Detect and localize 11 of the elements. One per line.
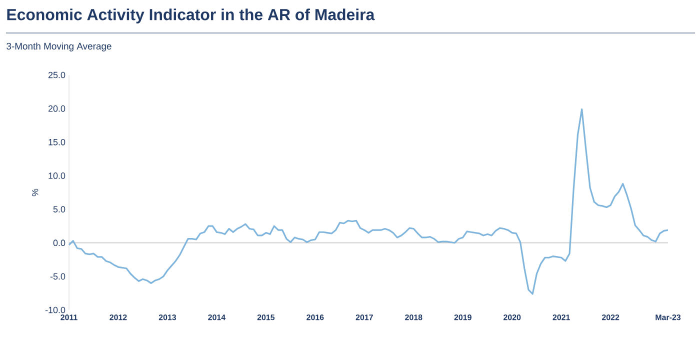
y-tick-label: 5.0 <box>53 206 66 212</box>
y-tick-label: 0.0 <box>53 240 66 246</box>
y-tick-label: 15.0 <box>48 138 66 146</box>
chart-subtitle: 3-Month Moving Average <box>6 42 112 52</box>
y-axis-title: % <box>32 188 38 196</box>
y-tick-label: -10.0 <box>45 306 66 314</box>
y-tick-label: 10.0 <box>48 172 66 179</box>
y-tick-label: -5.0 <box>50 273 66 280</box>
chart-title: Economic Activity Indicator in the AR of Madeira <box>7 8 375 24</box>
y-tick-label: 20.0 <box>48 105 66 112</box>
y-tick-label: 25.0 <box>48 72 66 78</box>
